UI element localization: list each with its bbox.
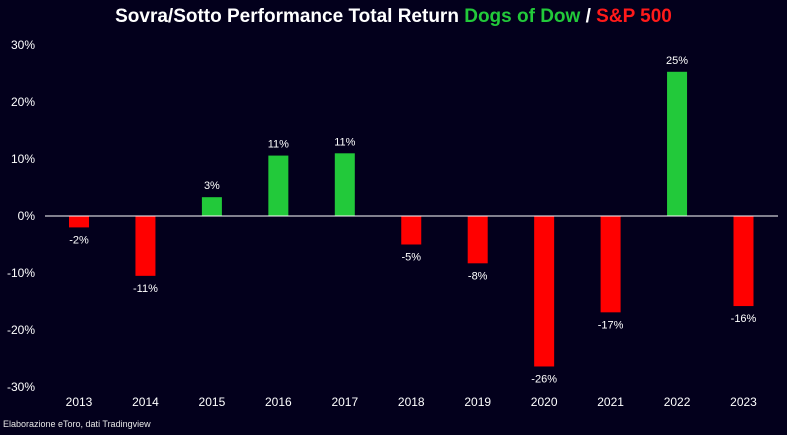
data-label: 11% (268, 139, 289, 151)
x-tick-label: 2023 (730, 395, 757, 409)
y-tick-label: 20% (11, 95, 35, 109)
x-tick-label: 2021 (597, 395, 624, 409)
y-tick-label: 0% (18, 209, 36, 223)
title-main: Sovra/Sotto Performance Total Return (115, 6, 459, 27)
x-tick-label: 2014 (132, 395, 159, 409)
bar (600, 216, 621, 313)
data-label: -8% (468, 270, 488, 282)
bar (201, 197, 222, 216)
x-tick-label: 2015 (199, 395, 226, 409)
x-tick-label: 2016 (265, 395, 292, 409)
bar (135, 216, 156, 276)
x-tick-label: 2013 (66, 395, 93, 409)
title-series-b: S&P 500 (596, 6, 672, 27)
y-tick-label: 30% (11, 38, 35, 52)
bar (334, 153, 355, 216)
bar (733, 216, 754, 307)
x-tick-label: 2019 (464, 395, 491, 409)
data-label: 25% (666, 55, 688, 67)
bar (401, 216, 422, 245)
title-separator: / (585, 6, 591, 27)
x-tick-label: 2018 (398, 395, 425, 409)
data-label: -2% (69, 234, 89, 246)
title-series-a: Dogs of Dow (464, 6, 581, 27)
y-tick-label: -20% (7, 323, 35, 337)
bar (667, 71, 688, 216)
data-label: 11% (334, 136, 355, 148)
x-tick-label: 2020 (531, 395, 558, 409)
data-label: -16% (731, 313, 757, 325)
y-tick-label: -10% (7, 266, 35, 280)
x-tick-label: 2017 (331, 395, 358, 409)
bar (268, 155, 289, 216)
data-label: -26% (531, 373, 557, 385)
bar (467, 216, 488, 264)
data-label: -17% (598, 319, 624, 331)
bar (534, 216, 555, 367)
y-tick-label: -30% (7, 380, 35, 394)
chart-title: Sovra/Sotto Performance Total Return Dog… (0, 6, 787, 28)
data-label: 3% (204, 180, 220, 192)
data-label: -11% (133, 283, 158, 295)
y-tick-label: 10% (11, 152, 35, 166)
data-label: -5% (401, 252, 421, 264)
source-footnote: Elaborazione eToro, dati Tradingview (3, 419, 151, 429)
x-tick-label: 2022 (664, 395, 691, 409)
bar (69, 216, 89, 228)
